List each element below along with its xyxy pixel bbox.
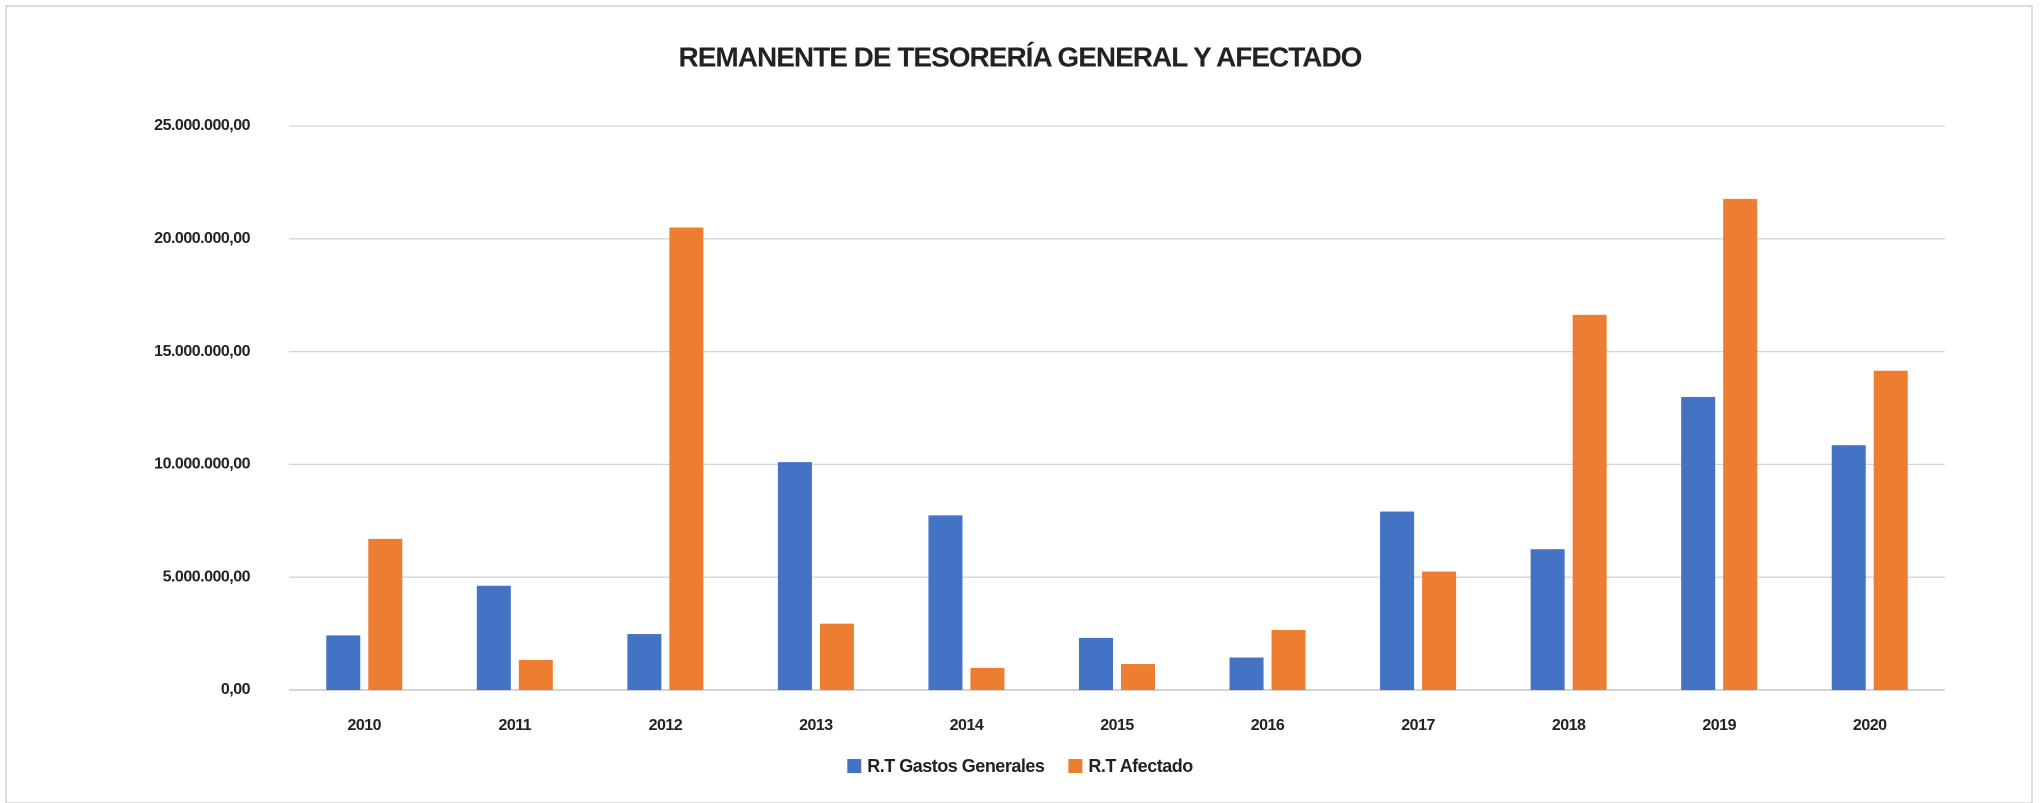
x-tick-label: 2010 <box>347 717 381 734</box>
bar <box>1422 571 1457 690</box>
x-tick-label: 2011 <box>498 717 531 734</box>
bar <box>476 585 511 690</box>
bar <box>1229 657 1264 690</box>
x-tick-label: 2020 <box>1853 717 1887 734</box>
bar <box>368 538 403 690</box>
bar <box>627 634 662 690</box>
bar <box>518 659 553 690</box>
y-tick-label: 25.000.000,00 <box>154 117 250 134</box>
legend-swatch <box>1068 759 1083 773</box>
bar <box>1121 664 1155 690</box>
bar <box>326 635 361 690</box>
bar <box>819 623 854 690</box>
bar <box>1079 637 1113 690</box>
bar <box>1873 370 1908 690</box>
x-tick-label: 2016 <box>1251 717 1285 734</box>
y-tick-label: 10.000.000,00 <box>154 456 250 473</box>
x-tick-label: 2017 <box>1401 717 1435 734</box>
bar <box>669 227 704 690</box>
bar <box>1831 445 1866 690</box>
legend-swatch <box>847 759 862 773</box>
legend-label: R.T Afectado <box>1088 756 1193 776</box>
x-tick-label: 2014 <box>950 717 984 734</box>
bar <box>777 462 812 690</box>
legend-label: R.T Gastos Generales <box>867 756 1045 776</box>
x-tick-label: 2019 <box>1702 717 1736 734</box>
bar <box>1271 629 1306 690</box>
bar <box>1723 198 1758 690</box>
y-tick-label: 15.000.000,00 <box>154 343 250 360</box>
bar <box>970 667 1005 690</box>
y-tick-label: 20.000.000,00 <box>154 230 250 247</box>
x-tick-label: 2013 <box>799 717 833 734</box>
x-tick-label: 2012 <box>649 717 683 734</box>
y-tick-label: 0,00 <box>221 681 251 698</box>
x-tick-label: 2015 <box>1100 717 1134 734</box>
bar <box>1681 396 1716 690</box>
bar <box>928 515 963 690</box>
chart-title: REMANENTE DE TESORERÍA GENERAL Y AFECTAD… <box>679 41 1362 72</box>
bar <box>1530 549 1565 690</box>
bar <box>1572 314 1607 690</box>
x-tick-label: 2018 <box>1552 717 1586 734</box>
bar <box>1380 511 1415 690</box>
y-tick-label: 5.000.000,00 <box>163 568 251 585</box>
